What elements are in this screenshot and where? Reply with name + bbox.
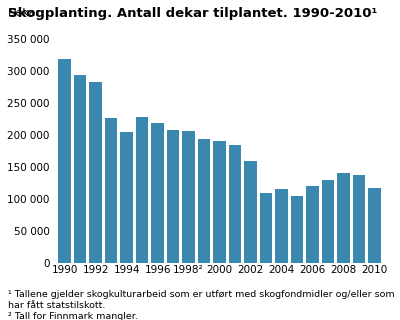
- Text: Dekar: Dekar: [8, 8, 41, 18]
- Bar: [337, 173, 350, 263]
- Bar: [182, 131, 195, 263]
- Bar: [213, 141, 226, 263]
- Text: ¹ Tallene gjelder skogkulturarbeid som er utført med skogfondmidler og/eller som: ¹ Tallene gjelder skogkulturarbeid som e…: [8, 290, 395, 299]
- Bar: [90, 82, 102, 263]
- Bar: [105, 118, 117, 263]
- Bar: [120, 132, 133, 263]
- Bar: [151, 123, 164, 263]
- Bar: [322, 180, 334, 263]
- Text: ² Tall for Finnmark mangler.: ² Tall for Finnmark mangler.: [8, 312, 138, 320]
- Bar: [306, 186, 319, 263]
- Text: har fått statstilskott.: har fått statstilskott.: [8, 301, 105, 310]
- Bar: [167, 130, 179, 263]
- Text: Skogplanting. Antall dekar tilplantet. 1990-2010¹: Skogplanting. Antall dekar tilplantet. 1…: [8, 7, 377, 20]
- Bar: [58, 59, 71, 263]
- Bar: [260, 193, 272, 263]
- Bar: [291, 196, 303, 263]
- Bar: [198, 139, 210, 263]
- Bar: [353, 175, 365, 263]
- Bar: [136, 117, 148, 263]
- Bar: [229, 145, 241, 263]
- Bar: [368, 188, 381, 263]
- Bar: [74, 75, 86, 263]
- Bar: [275, 189, 288, 263]
- Bar: [244, 161, 257, 263]
